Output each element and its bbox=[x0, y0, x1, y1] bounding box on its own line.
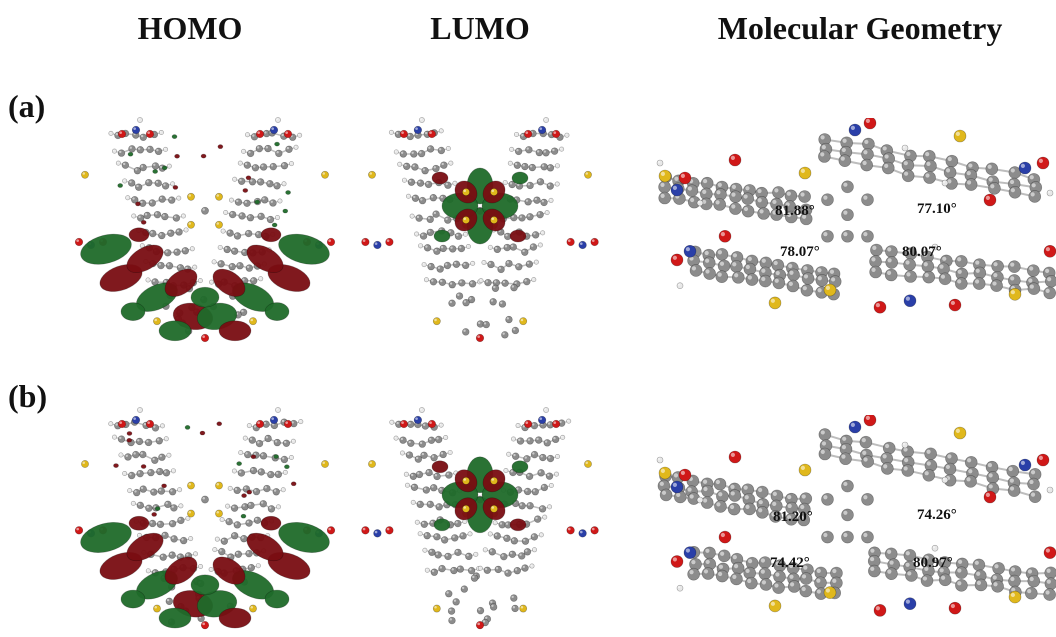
row-label-a: (a) bbox=[8, 88, 46, 124]
dihedral-angle-label: 80.07° bbox=[902, 244, 942, 260]
dihedral-angle-label: 81.88° bbox=[775, 203, 815, 219]
dihedral-angle-label: 78.07° bbox=[780, 244, 820, 260]
lumo-orbital-b bbox=[361, 407, 599, 630]
homo-column-title: HOMO bbox=[137, 10, 243, 46]
geometry-a: 81.88° 77.10° 78.07° 80.07° bbox=[656, 118, 1056, 314]
homo-orbital-b bbox=[74, 407, 336, 630]
dihedral-angle-label: 77.10° bbox=[917, 201, 957, 217]
lumo-orbital-a bbox=[361, 117, 599, 343]
lumo-column-title: LUMO bbox=[430, 10, 530, 46]
dihedral-angle-label: 74.26° bbox=[917, 507, 957, 523]
dihedral-angle-label: 80.97° bbox=[913, 555, 953, 571]
homo-orbital-a bbox=[74, 117, 336, 343]
geometry-b: 81.20° 74.26° 74.42° 80.97° bbox=[656, 415, 1056, 617]
dihedral-angle-label: 74.42° bbox=[770, 555, 810, 571]
geometry-column-title: Molecular Geometry bbox=[717, 10, 1003, 46]
dihedral-angle-label: 81.20° bbox=[773, 509, 813, 525]
row-label-b: (b) bbox=[8, 378, 48, 414]
